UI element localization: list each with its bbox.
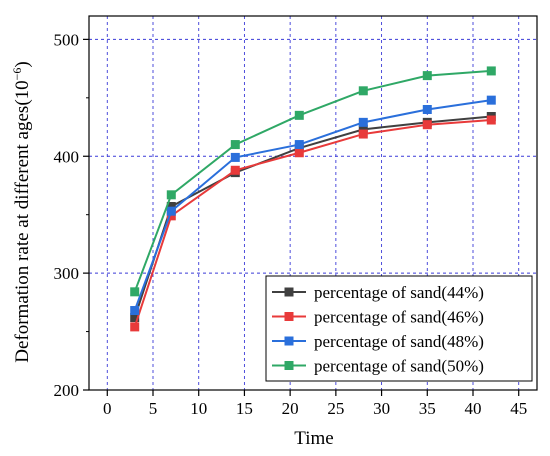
x-tick-label: 30 xyxy=(373,399,390,418)
data-point xyxy=(486,115,496,125)
data-point xyxy=(486,95,496,105)
series-2 xyxy=(130,115,496,332)
legend: percentage of sand(44%) percentage of san… xyxy=(265,275,533,382)
y-tick-label: 300 xyxy=(54,264,80,283)
data-point xyxy=(166,190,176,200)
series-3 xyxy=(130,95,496,316)
data-point xyxy=(294,110,304,120)
plot-frame xyxy=(88,15,538,391)
legend-marker xyxy=(284,336,294,346)
y-tick-label: 500 xyxy=(54,30,80,49)
x-tick-label: 35 xyxy=(419,399,436,418)
data-point xyxy=(130,287,140,297)
series-group xyxy=(130,66,496,332)
legend-label: percentage of sand(46%) xyxy=(314,308,484,327)
series-line xyxy=(133,69,492,293)
series-4 xyxy=(130,66,496,297)
data-point xyxy=(358,86,368,96)
legend-marker xyxy=(284,312,294,321)
data-point xyxy=(358,129,368,139)
x-axis-title: Time xyxy=(294,428,333,449)
legend-label: percentage of sand(44%) xyxy=(314,283,484,302)
legend-item: percentage of sand(46%) xyxy=(272,308,484,327)
data-point xyxy=(294,140,304,150)
legend-marker xyxy=(284,287,294,297)
data-point xyxy=(486,66,496,76)
data-point xyxy=(130,322,140,332)
data-point xyxy=(422,105,432,114)
y-axis-title: Deformation rate at different ages(10−6) xyxy=(10,61,33,363)
data-point xyxy=(422,71,432,81)
x-tick-label: 5 xyxy=(149,399,158,418)
y-axis-title-sup: −6 xyxy=(10,68,24,81)
x-tick-label: 15 xyxy=(236,399,253,418)
grid xyxy=(89,16,537,390)
data-point xyxy=(294,148,304,158)
x-tick-label: 10 xyxy=(190,399,207,418)
y-axis-title-main: Deformation rate at different ages(10 xyxy=(12,80,33,362)
data-point xyxy=(230,140,240,150)
y-tick-label: 400 xyxy=(54,147,80,166)
legend-box xyxy=(265,275,533,382)
data-point xyxy=(166,211,176,221)
data-point xyxy=(130,313,140,323)
x-tick-label: 20 xyxy=(282,399,299,418)
data-point xyxy=(166,206,176,216)
y-axis-title-end: ) xyxy=(12,61,33,67)
data-point xyxy=(358,117,368,127)
axis-ticks: 0 5 10 15 20 25 30 35 40 45 200 300 400 500 xyxy=(54,30,528,418)
legend-label: percentage of sand(48%) xyxy=(314,332,484,351)
data-point xyxy=(166,202,176,212)
data-point xyxy=(230,152,240,162)
legend-item: percentage of sand(44%) xyxy=(272,283,484,302)
x-tick-label: 40 xyxy=(465,399,482,418)
legend-marker xyxy=(284,361,294,370)
x-tick-label: 25 xyxy=(327,399,344,418)
data-point xyxy=(358,124,368,134)
data-point xyxy=(230,165,240,175)
legend-label: percentage of sand(50%) xyxy=(314,357,484,376)
x-tick-label: 0 xyxy=(103,399,112,418)
y-tick-label: 200 xyxy=(54,381,80,400)
legend-item: percentage of sand(48%) xyxy=(272,332,484,351)
x-tick-label: 45 xyxy=(510,399,527,418)
data-point xyxy=(130,306,140,316)
data-point xyxy=(422,120,432,130)
legend-item: percentage of sand(50%) xyxy=(272,357,484,376)
